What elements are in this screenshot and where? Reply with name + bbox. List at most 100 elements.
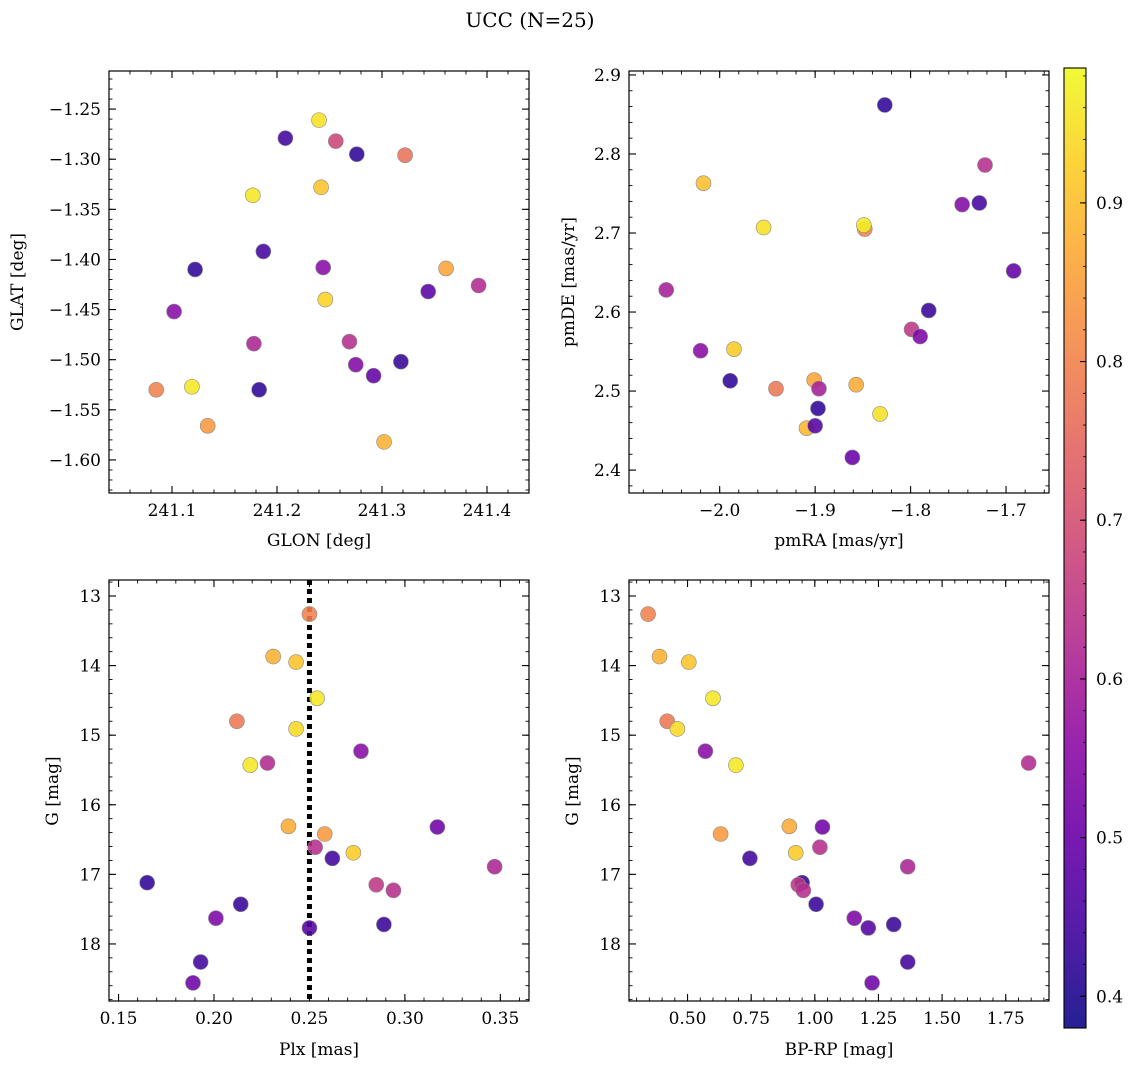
scatter-point [742, 850, 758, 867]
scatter-point [899, 858, 916, 875]
y-tick-label: 2.7 [594, 224, 621, 244]
sky-points [148, 112, 487, 450]
axes-frame [628, 579, 1050, 1002]
scatter-point [353, 743, 369, 759]
scatter-point [651, 648, 668, 665]
y-tick-label: 13 [79, 587, 101, 607]
scatter-point [316, 826, 333, 842]
y-tick-label: 13 [599, 587, 621, 607]
plx-mag-xlabel: Plx [mas] [279, 1040, 359, 1060]
x-tick-label: −2.0 [699, 501, 740, 521]
y-tick-label: −1.30 [49, 150, 101, 170]
scatter-point [348, 146, 365, 162]
scatter-point [311, 112, 327, 128]
scatter-point [232, 896, 249, 913]
y-tick-label: −1.35 [49, 200, 101, 220]
scatter-point [255, 243, 272, 260]
y-tick-label: −1.40 [49, 250, 101, 270]
y-tick-label: 2.4 [594, 461, 621, 481]
scatter-point [365, 367, 382, 384]
scatter-point [368, 876, 385, 893]
scatter-point [280, 818, 297, 835]
scatter-point [728, 757, 744, 773]
y-tick-label: 18 [599, 935, 621, 955]
x-tick-label: 0.35 [481, 1009, 519, 1029]
scatter-point [912, 328, 928, 345]
colorbar-tick-label: 0.9 [1096, 194, 1123, 214]
scatter-point [324, 850, 341, 867]
scatter-point [288, 721, 304, 737]
scatter-point [393, 353, 409, 370]
scatter-point [341, 333, 358, 350]
scatter-point [808, 896, 824, 913]
colorbar-tick-label: 0.8 [1096, 353, 1123, 373]
y-tick-label: −1.55 [49, 401, 101, 421]
scatter-point [148, 381, 165, 398]
proper-motion-points [658, 97, 1022, 466]
y-tick-label: 2.9 [594, 66, 621, 86]
y-tick-label: 14 [79, 657, 101, 677]
scatter-point [669, 721, 686, 737]
scatter-point [954, 196, 970, 213]
x-tick-label: 1.25 [860, 1009, 898, 1029]
scatter-point [185, 975, 201, 991]
y-tick-label: −1.25 [49, 100, 101, 120]
scatter-point [229, 713, 245, 730]
y-tick-label: −1.45 [49, 301, 101, 321]
plx-mag-ylabel: G [mag] [43, 756, 63, 825]
scatter-point [309, 690, 325, 707]
scatter-point [781, 818, 798, 835]
y-tick-label: 14 [599, 657, 621, 677]
x-tick-label: 0.30 [386, 1009, 424, 1029]
scatter-point [899, 954, 916, 970]
axes-frame [108, 579, 530, 1002]
y-tick-label: 2.5 [594, 382, 621, 402]
scatter-point [864, 975, 880, 991]
panel-sky: 241.1 241.2 241.3 241.4 −1.25 −1.30 −1.35 −1.40… [8, 70, 530, 551]
scatter-point [640, 606, 656, 622]
scatter-point [345, 844, 362, 861]
scatter-point [860, 920, 877, 936]
x-tick-label: 0.50 [669, 1009, 707, 1029]
scatter-point [811, 380, 827, 397]
scatter-point [856, 217, 872, 233]
scatter-point [872, 406, 888, 422]
y-tick-label: 16 [79, 796, 101, 816]
scatter-point [1020, 755, 1037, 771]
panel-proper-motion: −2.0 −1.9 −1.8 −1.7 2.4 2.5 2.6 2.7 2.8 2.9 pmRA … [559, 66, 1050, 551]
x-tick-label: 241.4 [463, 501, 512, 521]
x-tick-label: 1.50 [923, 1009, 961, 1029]
sky-xlabel: GLON [deg] [267, 531, 371, 551]
x-tick-label: 241.3 [358, 501, 407, 521]
scatter-point [692, 342, 709, 359]
scatter-point [315, 259, 332, 276]
x-tick-label: 241.1 [148, 501, 197, 521]
x-tick-label: 1.00 [796, 1009, 834, 1029]
panel-cmd: 0.50 0.75 1.00 1.25 1.50 1.75 13 14 15 16 17 18 BP-… [563, 579, 1050, 1060]
scatter-point [848, 376, 864, 393]
scatter-point [397, 147, 413, 163]
scatter-point [877, 97, 893, 113]
sky-ylabel: GLAT [deg] [8, 233, 28, 331]
y-tick-label: 16 [599, 796, 621, 816]
scatter-point [920, 302, 937, 319]
colorbar-gradient [1063, 67, 1087, 1029]
x-tick-label: −1.7 [985, 501, 1026, 521]
x-tick-label: 0.25 [291, 1009, 329, 1029]
scatter-point [681, 654, 697, 670]
y-tick-label: −1.60 [49, 451, 101, 471]
scatter-point [259, 755, 276, 771]
x-tick-label: −1.9 [794, 501, 835, 521]
proper-motion-axes: −2.0 −1.9 −1.8 −1.7 2.4 2.5 2.6 2.7 2.8 2.9 [594, 66, 1050, 521]
scatter-point [376, 434, 392, 450]
scatter-point [139, 874, 155, 891]
scatter-point [697, 743, 714, 759]
y-tick-label: −1.50 [49, 351, 101, 371]
scatter-point [301, 920, 318, 936]
plx-mag-points [139, 606, 503, 991]
scatter-point [438, 260, 454, 277]
scatter-point [807, 418, 823, 434]
figure-title: UCC (N=25) [465, 8, 594, 32]
scatter-point [246, 335, 262, 352]
scatter-point [317, 291, 334, 308]
